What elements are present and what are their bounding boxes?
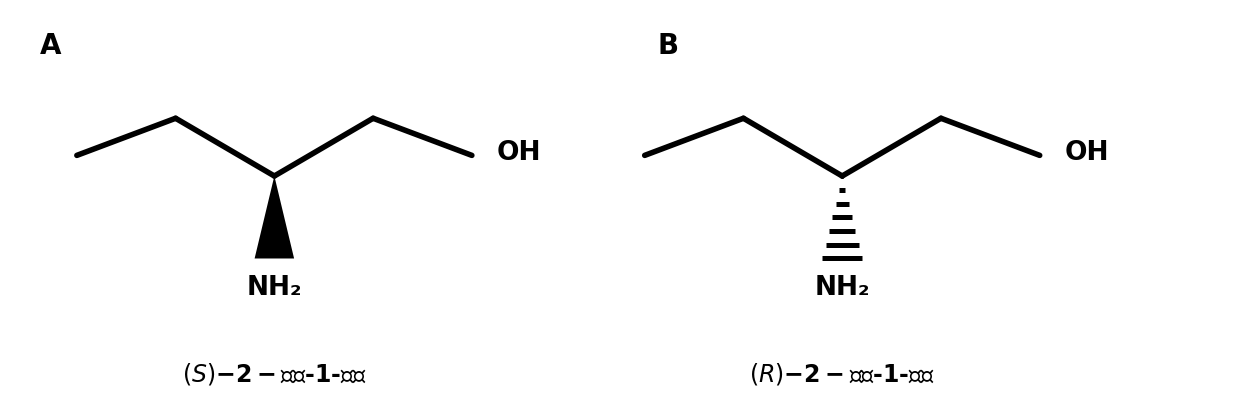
Text: A: A — [40, 32, 61, 60]
Text: $\mathit{(R)}$$\mathbf{-2-}$氨基-1-丁醇: $\mathit{(R)}$$\mathbf{-2-}$氨基-1-丁醇 — [749, 361, 935, 387]
Text: $\mathit{(S)}$$\mathbf{-2-}$氨基-1-丁醇: $\mathit{(S)}$$\mathbf{-2-}$氨基-1-丁醇 — [182, 361, 367, 387]
Polygon shape — [254, 176, 294, 258]
Text: OH: OH — [496, 140, 541, 166]
Text: NH₂: NH₂ — [815, 275, 870, 301]
Text: NH₂: NH₂ — [247, 275, 303, 301]
Text: B: B — [657, 32, 678, 60]
Text: OH: OH — [1064, 140, 1109, 166]
